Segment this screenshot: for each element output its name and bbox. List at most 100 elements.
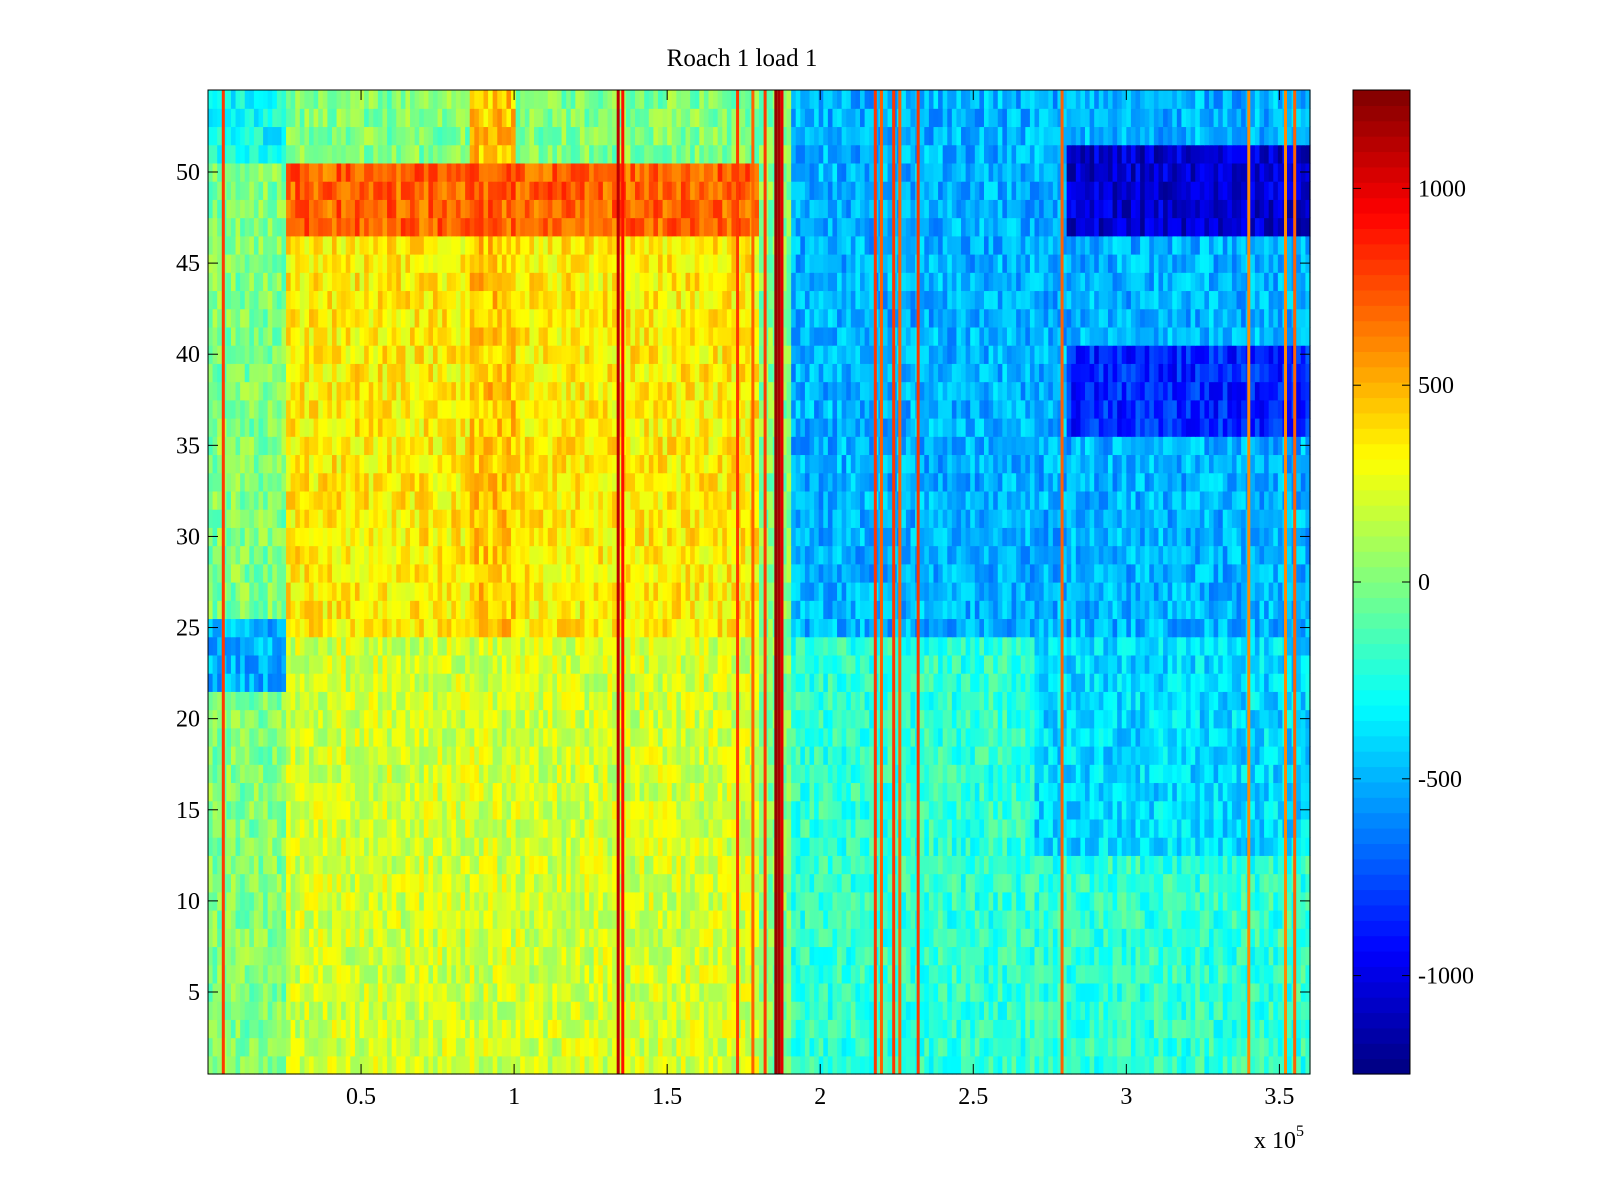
- heatmap-cell: [722, 964, 728, 984]
- heatmap-cell: [846, 818, 852, 838]
- heatmap-cell: [350, 691, 356, 711]
- heatmap-cell: [956, 1037, 962, 1057]
- heatmap-cell: [579, 764, 586, 784]
- heatmap-cell: [226, 746, 232, 765]
- heatmap-cell: [1208, 946, 1215, 966]
- heatmap-cell: [970, 709, 976, 729]
- heatmap-cell: [501, 982, 508, 1002]
- heatmap-cell: [1048, 782, 1054, 802]
- heatmap-cell: [841, 1019, 847, 1039]
- heatmap-cell: [267, 818, 273, 838]
- heatmap-cell: [1103, 855, 1109, 875]
- heatmap-cell: [754, 746, 760, 765]
- heatmap-cell: [437, 727, 443, 747]
- heatmap-cell: [910, 746, 916, 765]
- heatmap-cell: [850, 709, 857, 729]
- heatmap-cell: [359, 982, 365, 1002]
- heatmap-cell: [850, 855, 857, 875]
- heatmap-cell: [304, 782, 310, 802]
- heatmap-cell: [1287, 946, 1293, 966]
- heatmap-cell: [1085, 1001, 1091, 1020]
- heatmap-cell: [1153, 928, 1160, 948]
- heatmap-cell: [680, 1037, 687, 1057]
- heatmap-cell: [933, 928, 939, 948]
- heatmap-cell: [1186, 727, 1192, 747]
- heatmap-cell: [584, 946, 590, 966]
- heatmap-cell: [1176, 982, 1183, 1002]
- heatmap-cell: [1259, 855, 1265, 875]
- heatmap-cell: [354, 1001, 361, 1020]
- heatmap-cell: [391, 946, 397, 966]
- heatmap-cell: [1029, 982, 1036, 1002]
- heatmap-cell: [331, 928, 338, 948]
- heatmap-cell: [566, 709, 572, 729]
- heatmap-cell: [832, 891, 838, 911]
- heatmap-cell: [947, 891, 953, 911]
- heatmap-cell: [855, 691, 861, 711]
- heatmap-cell: [671, 910, 677, 929]
- heatmap-cell: [1126, 891, 1132, 911]
- heatmap-cell: [313, 855, 319, 875]
- heatmap-cell: [520, 709, 526, 729]
- heatmap-cell: [1305, 746, 1311, 765]
- heatmap-cell: [478, 837, 485, 856]
- heatmap-cell: [639, 837, 645, 856]
- heatmap-cell: [446, 818, 452, 838]
- heatmap-cell: [1135, 873, 1141, 893]
- heatmap-cell: [1057, 910, 1063, 929]
- heatmap-cell: [309, 691, 315, 711]
- heatmap-cell: [832, 855, 838, 875]
- heatmap-cell: [1089, 837, 1095, 856]
- heatmap-cell: [690, 782, 696, 802]
- heatmap-cell: [630, 727, 636, 747]
- heatmap-cell: [258, 691, 264, 711]
- heatmap-cell: [933, 855, 939, 875]
- heatmap-cell: [919, 709, 925, 729]
- heatmap-cell: [290, 727, 296, 747]
- heatmap-cell: [478, 800, 485, 820]
- heatmap-cell: [290, 964, 296, 984]
- heatmap-cell: [759, 837, 765, 856]
- heatmap-cell: [1103, 873, 1109, 893]
- heatmap-cell: [983, 1037, 990, 1057]
- heatmap-cell: [823, 1019, 829, 1039]
- heatmap-cell: [552, 1037, 558, 1057]
- heatmap-cell: [942, 1037, 948, 1057]
- heatmap-cell: [552, 837, 558, 856]
- heatmap-cell: [1305, 818, 1311, 838]
- heatmap-cell: [428, 709, 434, 729]
- heatmap-cell: [832, 746, 838, 765]
- heatmap-cell: [804, 1055, 811, 1075]
- heatmap-cell: [1190, 964, 1196, 984]
- heatmap-cell: [240, 1019, 246, 1039]
- heatmap-cell: [607, 1037, 613, 1057]
- heatmap-cell: [336, 782, 342, 802]
- heatmap-cell: [625, 709, 632, 729]
- heatmap-cell: [230, 891, 237, 911]
- heatmap-cell: [1296, 1055, 1302, 1075]
- heatmap-cell: [657, 782, 664, 802]
- heatmap-cell: [547, 818, 553, 838]
- heatmap-cell: [928, 946, 935, 966]
- heatmap-cell: [598, 800, 604, 820]
- heatmap-cell: [938, 964, 944, 984]
- heatmap-cell: [281, 1037, 287, 1057]
- heatmap-cell: [304, 837, 310, 856]
- heatmap-cell: [396, 709, 402, 729]
- heatmap-cell: [726, 964, 733, 984]
- heatmap-cell: [437, 709, 443, 729]
- heatmap-cell: [1025, 800, 1031, 820]
- heatmap-cell: [625, 800, 632, 820]
- heatmap-cell: [951, 764, 958, 784]
- heatmap-cell: [657, 964, 664, 984]
- heatmap-cell: [1094, 1037, 1100, 1057]
- heatmap-cell: [648, 1001, 654, 1020]
- heatmap-cell: [295, 782, 301, 802]
- heatmap-cell: [887, 764, 893, 784]
- heatmap-cell: [1039, 946, 1045, 966]
- heatmap-cell: [593, 1019, 599, 1039]
- heatmap-cell: [377, 855, 384, 875]
- heatmap-cell: [354, 709, 361, 729]
- heatmap-cell: [1098, 837, 1104, 856]
- heatmap-cell: [432, 818, 439, 838]
